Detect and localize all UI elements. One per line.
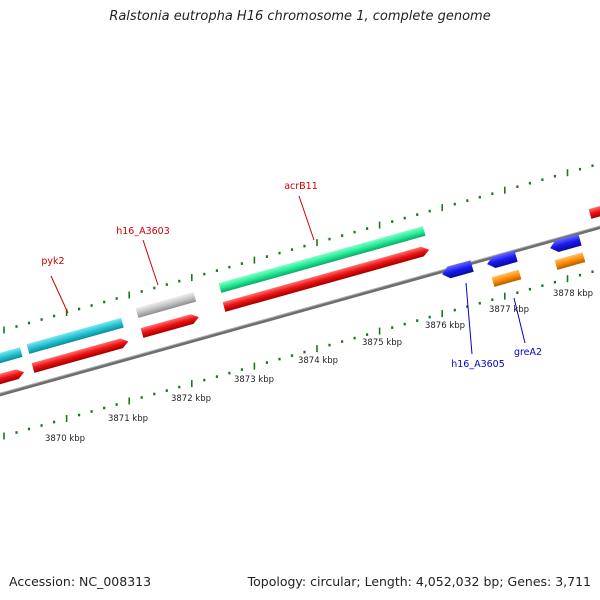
scale-label-3876: 3876 kbp [425,321,465,331]
scale-label-3875: 3875 kbp [362,338,402,348]
leader-line-h16-a3605 [465,282,473,355]
outer-scale-dots [3,164,594,334]
gene-h16-a3605-blue[interactable] [441,260,474,280]
scale-label-3870: 3870 kbp [45,434,85,444]
cds-arrow-acrb11[interactable] [222,245,431,312]
gene-orange-right[interactable] [554,252,586,270]
gene-label-grea2[interactable]: greA2 [514,347,542,358]
cds-arrow-right-edge[interactable] [588,198,600,219]
leader-line-grea2 [513,297,526,344]
leader-line-acrb11 [298,195,315,241]
inner-scale-ticks [3,270,594,440]
gene-pyk2-cyan[interactable] [26,317,124,354]
accession-text: Accession: NC_008313 [9,574,152,589]
scale-label-3871: 3871 kbp [108,414,148,424]
gene-pyk2-cyan-left[interactable] [0,347,23,365]
gene-h16-a3603-grey[interactable] [135,292,197,318]
genome-summary-text: Topology: circular; Length: 4,052,032 bp… [247,574,591,589]
gene-acrb11-green[interactable] [218,226,426,293]
gene-label-acrb11[interactable]: acrB11 [284,181,318,192]
cds-arrow-left-edge[interactable] [0,367,25,387]
cds-arrow-h16-a3603[interactable] [140,312,201,338]
scale-label-3872: 3872 kbp [171,394,211,404]
scale-label-3878: 3878 kbp [553,289,593,299]
cds-arrow-pyk2[interactable] [31,337,130,373]
scale-label-3873: 3873 kbp [234,375,274,385]
scale-label-3877: 3877 kbp [489,305,529,315]
leader-line-pyk2 [50,275,69,314]
gene-blue-right[interactable] [549,233,582,254]
chromosome-backbone-highlight [0,225,600,394]
gene-grea2-orange[interactable] [491,269,522,287]
gene-label-h16-a3603[interactable]: h16_A3603 [116,226,170,237]
leader-line-h16-a3603 [142,239,159,286]
scale-label-3874: 3874 kbp [298,356,338,366]
gene-grea2-blue[interactable] [486,250,518,270]
gene-label-pyk2[interactable]: pyk2 [41,256,64,267]
map-title: Ralstonia eutropha H16 chromosome 1, com… [109,9,491,24]
gene-label-h16-a3605[interactable]: h16_A3605 [451,359,505,370]
